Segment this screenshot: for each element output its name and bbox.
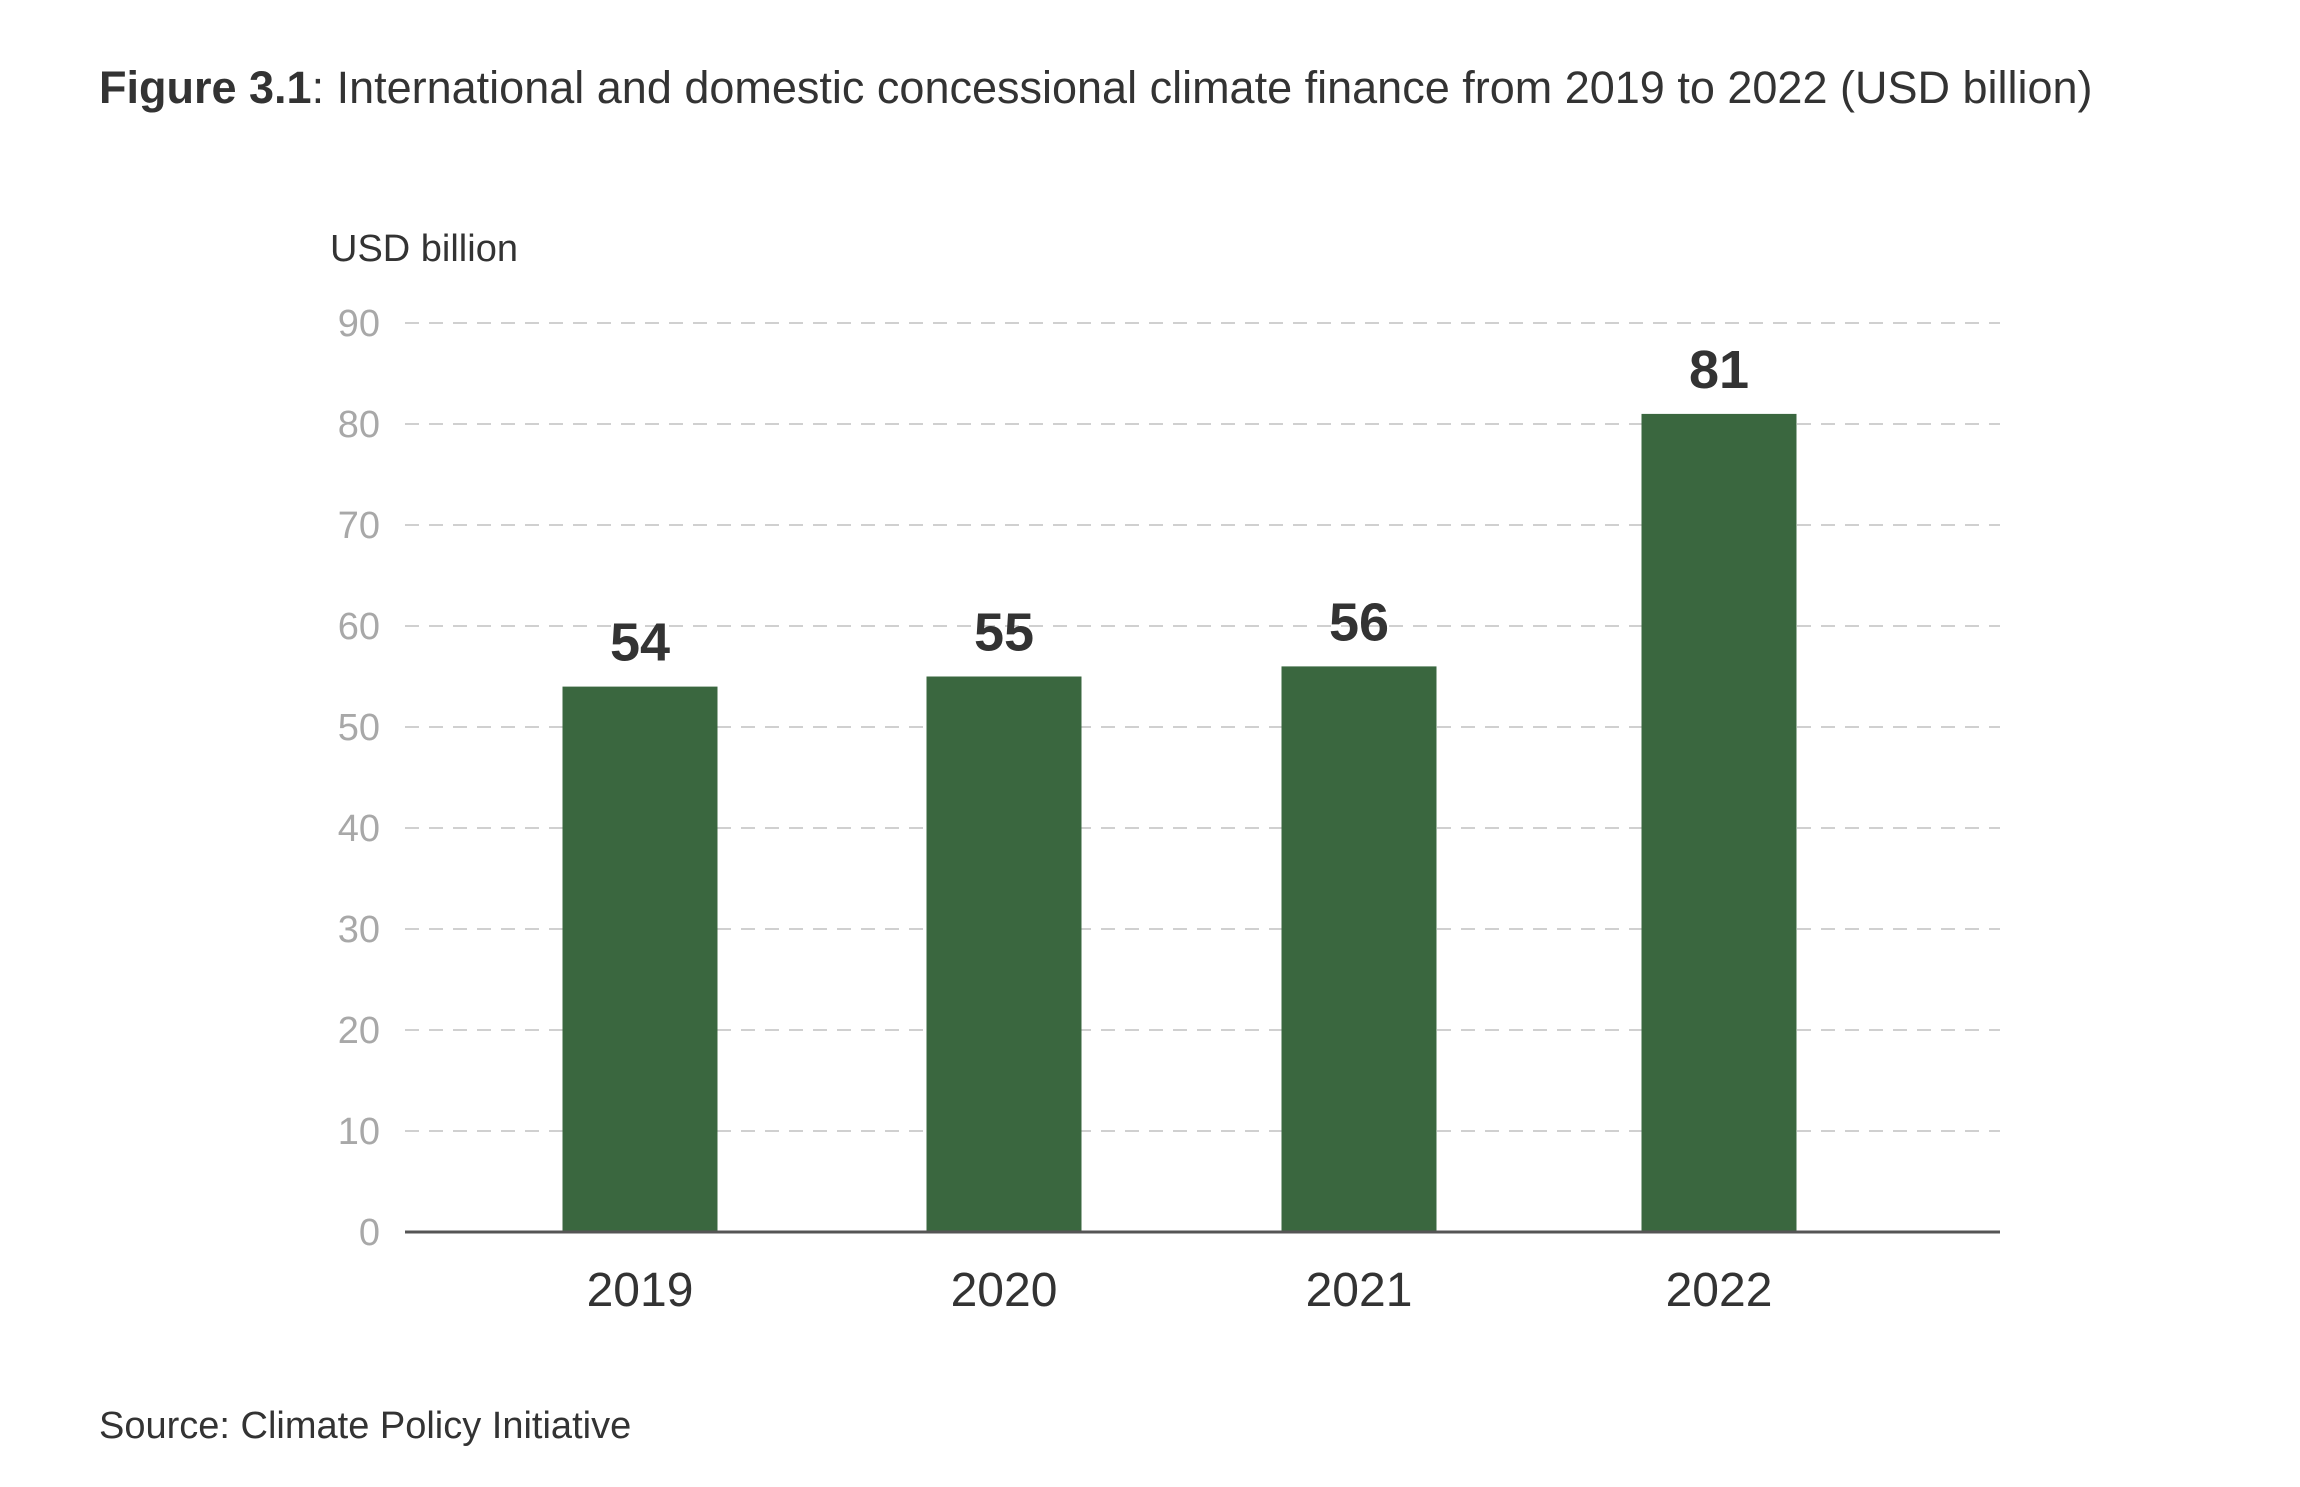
y-axis-unit-label: USD billion	[330, 228, 518, 270]
data-label-2020: 55	[974, 603, 1034, 663]
bar-2021	[1281, 666, 1437, 1232]
bar-2022	[1641, 413, 1797, 1232]
y-axis-ticks: 0 10 20 30 40 50 60 70 80 90	[338, 303, 380, 1254]
y-tick-label: 20	[338, 1010, 380, 1052]
bar-2020	[926, 676, 1082, 1232]
figure-label: Figure 3.1	[99, 62, 312, 113]
y-tick-label: 10	[338, 1111, 380, 1153]
y-tick-label: 90	[338, 303, 380, 345]
y-tick-label: 80	[338, 404, 380, 446]
data-labels: 54 55 56 81	[610, 340, 1749, 673]
x-category-label: 2020	[951, 1264, 1058, 1317]
bars	[562, 413, 1797, 1232]
y-tick-label: 40	[338, 808, 380, 850]
figure-title: Figure 3.1: International and domestic c…	[99, 62, 2093, 114]
bar-2019	[562, 686, 718, 1232]
x-axis-categories: 2019 2020 2021 2022	[587, 1264, 1773, 1317]
source-note: Source: Climate Policy Initiative	[99, 1405, 632, 1447]
y-tick-label: 0	[359, 1212, 380, 1254]
y-tick-label: 30	[338, 909, 380, 951]
x-category-label: 2022	[1666, 1264, 1773, 1317]
y-tick-label: 50	[338, 707, 380, 749]
y-tick-label: 70	[338, 505, 380, 547]
y-tick-label: 60	[338, 606, 380, 648]
data-label-2019: 54	[610, 613, 670, 673]
data-label-2021: 56	[1329, 592, 1389, 652]
x-category-label: 2021	[1306, 1264, 1413, 1317]
figure-title-text: : International and domestic concessiona…	[311, 62, 2093, 113]
data-label-2022: 81	[1689, 340, 1749, 400]
x-category-label: 2019	[587, 1264, 694, 1317]
